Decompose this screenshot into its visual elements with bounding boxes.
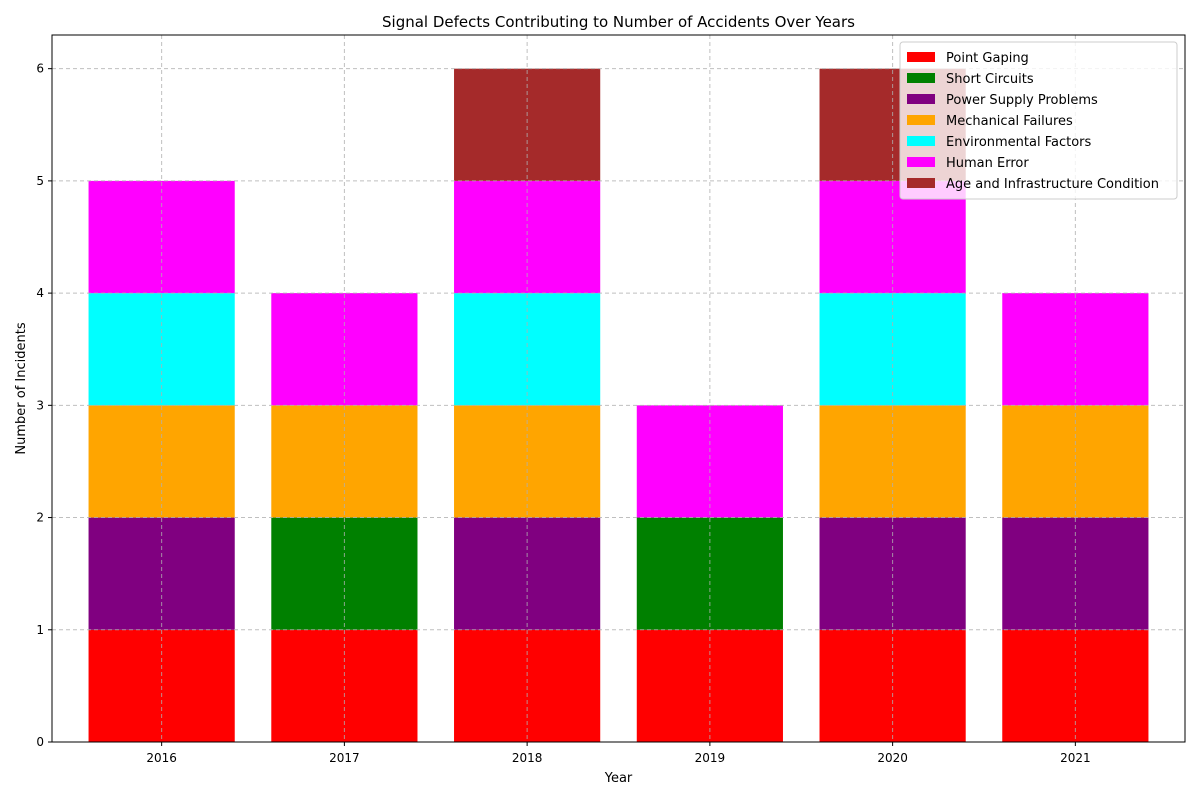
y-tick-label: 5 — [36, 174, 44, 188]
legend-label: Age and Infrastructure Condition — [946, 177, 1159, 192]
legend-label: Environmental Factors — [946, 135, 1092, 150]
y-tick-label: 0 — [36, 735, 44, 749]
x-tick-label: 2018 — [512, 751, 543, 765]
legend-swatch — [907, 94, 935, 104]
legend-label: Mechanical Failures — [946, 114, 1073, 129]
legend-label: Power Supply Problems — [946, 93, 1098, 108]
legend-swatch — [907, 115, 935, 125]
y-tick-label: 4 — [36, 286, 44, 300]
y-axis-label: Number of Incidents — [14, 322, 29, 454]
legend-swatch — [907, 73, 935, 83]
grid-layer — [52, 35, 1185, 742]
legend-label: Short Circuits — [946, 72, 1034, 87]
x-tick-label: 2016 — [146, 751, 177, 765]
x-tick-label: 2017 — [329, 751, 360, 765]
legend-swatch — [907, 52, 935, 62]
legend-label: Human Error — [946, 156, 1029, 171]
x-tick-label: 2021 — [1060, 751, 1091, 765]
y-tick-label: 2 — [36, 511, 44, 525]
x-axis-label: Year — [604, 771, 633, 786]
y-tick-label: 1 — [36, 623, 44, 637]
y-tick-label: 3 — [36, 398, 44, 412]
legend-swatch — [907, 178, 935, 188]
legend-swatch — [907, 157, 935, 167]
legend-label: Point Gaping — [946, 51, 1029, 66]
legend: Point Gaping Short Circuits Power Supply P… — [899, 41, 1178, 200]
x-tick-label: 2020 — [877, 751, 908, 765]
legend-swatch — [907, 136, 935, 146]
legend-box — [899, 41, 1178, 200]
axis-layer: 0 1 2 3 4 5 6 2016 2017 2018 2019 2020 2021 — [36, 62, 1090, 765]
chart-title: Signal Defects Contributing to Number of… — [382, 13, 855, 31]
plot-frame — [51, 34, 1186, 743]
y-tick-label: 6 — [36, 62, 44, 76]
x-tick-label: 2019 — [695, 751, 726, 765]
